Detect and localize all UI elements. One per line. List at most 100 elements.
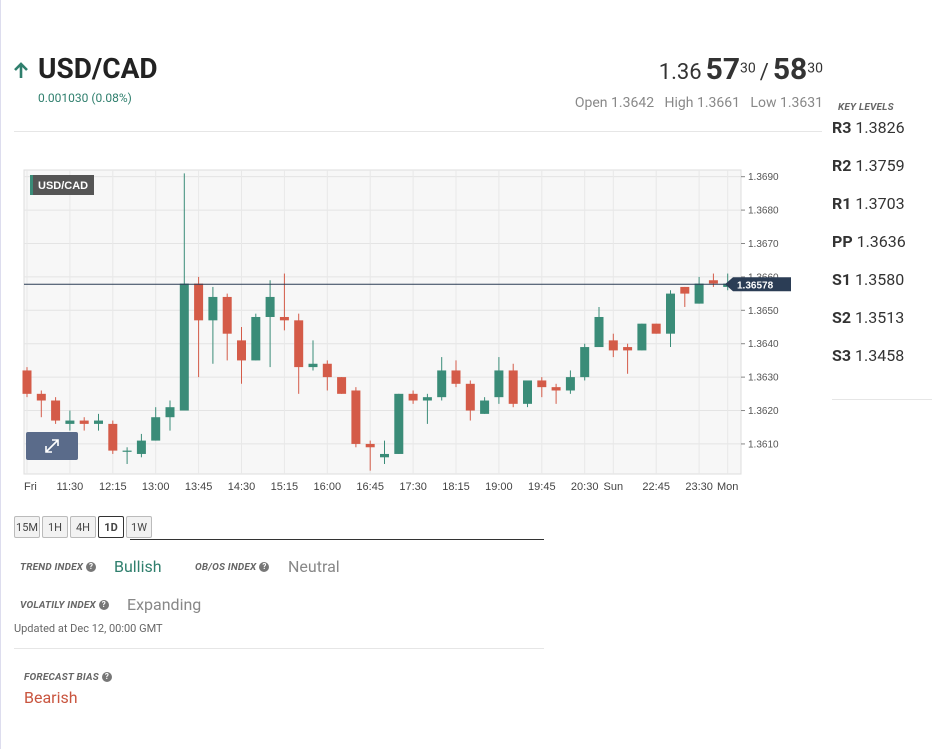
candle-body — [537, 380, 547, 388]
candle-body — [122, 450, 132, 452]
bid-big: 57 — [705, 52, 741, 87]
symbol: USD/CAD — [38, 52, 158, 85]
candle-body — [680, 286, 690, 294]
timeframe-button[interactable]: 1W — [126, 516, 152, 538]
ask-small: 30 — [807, 60, 823, 77]
candle-body — [337, 377, 347, 394]
divider — [832, 399, 932, 400]
candle-body — [194, 283, 204, 321]
volatility-label: VOLATILY INDEX? — [20, 600, 109, 611]
x-tick-label: 12:15 — [99, 481, 127, 493]
candle-body — [480, 400, 490, 414]
timeframe-button[interactable]: 4H — [70, 516, 96, 538]
y-tick-label: 1.3670 — [748, 239, 779, 250]
x-tick-label: 11:30 — [57, 481, 84, 493]
volatility-value: Expanding — [127, 595, 202, 614]
x-tick-label: Sun — [604, 481, 624, 493]
key-level: R2 1.3759 — [832, 156, 905, 175]
candle-body — [380, 453, 389, 458]
series-label: USD/CAD — [38, 180, 88, 192]
high-value: 1.3661 — [696, 95, 740, 111]
level-name: PP — [832, 232, 853, 251]
current-price-label: 1.36578 — [737, 280, 774, 291]
timeframe-button[interactable]: 1H — [42, 516, 68, 538]
candle-body — [565, 377, 575, 391]
x-tick-label: 15:15 — [271, 481, 299, 493]
candle-body — [394, 393, 404, 454]
y-tick-label: 1.3630 — [748, 373, 779, 384]
level-name: S2 — [832, 308, 852, 327]
candle-body — [694, 283, 704, 304]
expand-icon — [45, 439, 59, 453]
y-tick-label: 1.3610 — [748, 439, 779, 450]
candle-body — [365, 443, 375, 448]
low-value: 1.3631 — [779, 95, 823, 111]
up-arrow — [14, 62, 28, 78]
candle-body — [580, 347, 590, 378]
forecast-label-text: FORECAST BIAS — [24, 672, 99, 683]
series-tag-accent — [30, 175, 33, 195]
level-value: 1.3636 — [856, 232, 906, 251]
chart: 1.36901.36801.36701.36601.36501.36401.36… — [22, 169, 791, 493]
x-tick-label: 17:30 — [399, 481, 427, 493]
timeframe-button[interactable]: 1D — [98, 516, 124, 538]
level-value: 1.3513 — [855, 308, 905, 327]
candle-body — [422, 397, 432, 401]
x-tick-label: Fri — [24, 481, 37, 493]
x-tick-label: 23:30 — [685, 481, 713, 493]
plot-area — [23, 169, 742, 475]
level-name: S1 — [832, 270, 852, 289]
x-tick-label: 19:00 — [485, 481, 513, 493]
x-tick-label: 19:45 — [528, 481, 556, 493]
x-tick-label: 22:45 — [642, 481, 670, 493]
current-price-tag — [725, 277, 791, 292]
candle-body — [279, 316, 289, 321]
left-border — [0, 0, 1, 749]
level-name: S3 — [832, 346, 852, 365]
candle-body — [437, 370, 447, 398]
forecast-value: Bearish — [24, 688, 78, 707]
x-tick-label: 16:45 — [356, 481, 384, 493]
ask-big: 58 — [772, 52, 808, 87]
y-tick-label: 1.3620 — [748, 406, 779, 417]
expand-button[interactable] — [26, 432, 78, 460]
key-level: S3 1.3458 — [832, 346, 904, 365]
candle-body — [308, 363, 318, 368]
level-value: 1.3458 — [855, 346, 905, 365]
level-value: 1.3826 — [855, 118, 905, 137]
candle-body — [637, 323, 647, 351]
x-tick-label: 13:00 — [142, 481, 170, 493]
volatility-label-text: VOLATILY INDEX — [20, 600, 96, 611]
candle-body — [151, 417, 161, 441]
candle-body — [451, 370, 461, 384]
obos-value: Neutral — [288, 557, 340, 576]
bid-lead: 1.36 — [658, 60, 702, 85]
candle-body — [494, 370, 504, 398]
timeframe-button[interactable]: 15M — [14, 516, 40, 538]
candle-body — [465, 383, 475, 411]
candle-body — [94, 420, 103, 424]
obos-label: OB/OS INDEX? — [195, 562, 270, 573]
candle-body — [351, 390, 361, 444]
low-label: Low — [750, 95, 777, 111]
candle-body — [65, 420, 75, 424]
x-tick-label: 18:15 — [442, 481, 470, 493]
y-tick-label: 1.3680 — [748, 206, 779, 217]
key-level: PP 1.3636 — [832, 232, 906, 251]
level-name: R3 — [832, 118, 852, 137]
key-level: S2 1.3513 — [832, 308, 904, 327]
level-name: R1 — [832, 194, 852, 213]
candle-body — [551, 387, 561, 391]
forecast-label: FORECAST BIAS? — [24, 672, 112, 683]
key-level: S1 1.3580 — [832, 270, 904, 289]
key-levels-title: KEY LEVELS — [838, 102, 894, 113]
candle-body — [666, 293, 675, 334]
candle-body — [22, 370, 32, 394]
candle-body — [79, 420, 89, 424]
y-tick-label: 1.3690 — [748, 172, 779, 183]
candle-body — [165, 407, 175, 418]
candle-body — [251, 316, 261, 361]
level-value: 1.3580 — [855, 270, 905, 289]
candle-body — [523, 380, 532, 404]
candle-body — [265, 296, 275, 317]
